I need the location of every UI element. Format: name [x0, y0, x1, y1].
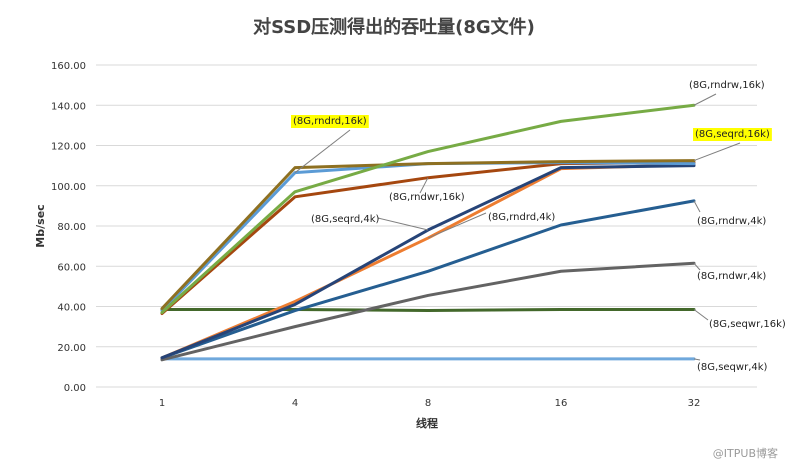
annotation-leader-line — [377, 217, 429, 231]
y-tick-label: 80.00 — [57, 222, 86, 233]
annotation-label: (8G,seqwr,4k) — [697, 362, 768, 373]
annotation-label: (8G,rndrw,4k) — [697, 216, 766, 227]
x-tick-label: 8 — [425, 398, 431, 409]
y-axis-label: Mb/sec — [34, 204, 47, 247]
y-tick-labels: 0.00 20.00 40.00 60.00 80.00 100.00 120.00 140.… — [51, 61, 86, 394]
series-line — [160, 103, 696, 315]
y-tick-label: 160.00 — [51, 61, 86, 72]
y-tick-label: 120.00 — [51, 142, 86, 153]
y-tick-label: 140.00 — [51, 101, 86, 112]
annotation-leader-line — [419, 177, 429, 194]
x-axis-label: 线程 — [416, 416, 438, 430]
y-tick-label: 0.00 — [64, 383, 86, 394]
watermark-text: @ITPUB博客 — [713, 446, 778, 460]
x-tick-label: 32 — [688, 398, 701, 409]
x-tick-label: 16 — [555, 398, 568, 409]
series-line — [160, 261, 696, 362]
annotation-highlight — [291, 115, 369, 128]
x-tick-label: 1 — [159, 398, 165, 409]
chart-title: 对SSD压测得出的吞吐量(8G文件) — [253, 16, 535, 38]
annotation-label: (8G,rndrw,16k) — [689, 80, 765, 91]
annotation-leader-line — [693, 358, 701, 361]
y-tick-label: 40.00 — [57, 303, 86, 314]
annotation-leader-line — [693, 262, 701, 271]
annotation-label: (8G,seqrd,16k) — [695, 129, 770, 140]
y-tick-label: 100.00 — [51, 182, 86, 193]
series-line — [160, 159, 696, 311]
annotation-label: (8G,seqwr,16k) — [709, 319, 786, 330]
annotation-leader-line — [693, 200, 701, 213]
annotation-label: (8G,rndrd,4k) — [488, 212, 555, 223]
annotation-leader-line — [427, 212, 487, 239]
y-tick-label: 20.00 — [57, 343, 86, 354]
annotation-highlight — [693, 128, 772, 141]
annotation-label: (8G,seqrd,4k) — [311, 214, 380, 225]
series-annotations: (8G,rndrw,16k) (8G,seqrd,16k) (8G,rndrd,16… — [291, 80, 786, 373]
x-tick-labels: 1 4 8 16 32 — [159, 398, 701, 409]
x-tick-label: 4 — [292, 398, 298, 409]
annotation-leader-line — [294, 129, 351, 174]
y-tick-label: 60.00 — [57, 262, 86, 273]
series-line — [160, 199, 696, 360]
annotation-label: (8G,rndwr,4k) — [697, 271, 766, 282]
annotation-label: (8G,rndrd,16k) — [293, 116, 367, 127]
series-line — [160, 308, 696, 313]
annotation-leader-line — [693, 309, 709, 321]
annotation-label: (8G,rndwr,16k) — [389, 192, 465, 203]
annotation-leader-line — [693, 93, 717, 106]
annotation-leader-line — [693, 142, 741, 162]
